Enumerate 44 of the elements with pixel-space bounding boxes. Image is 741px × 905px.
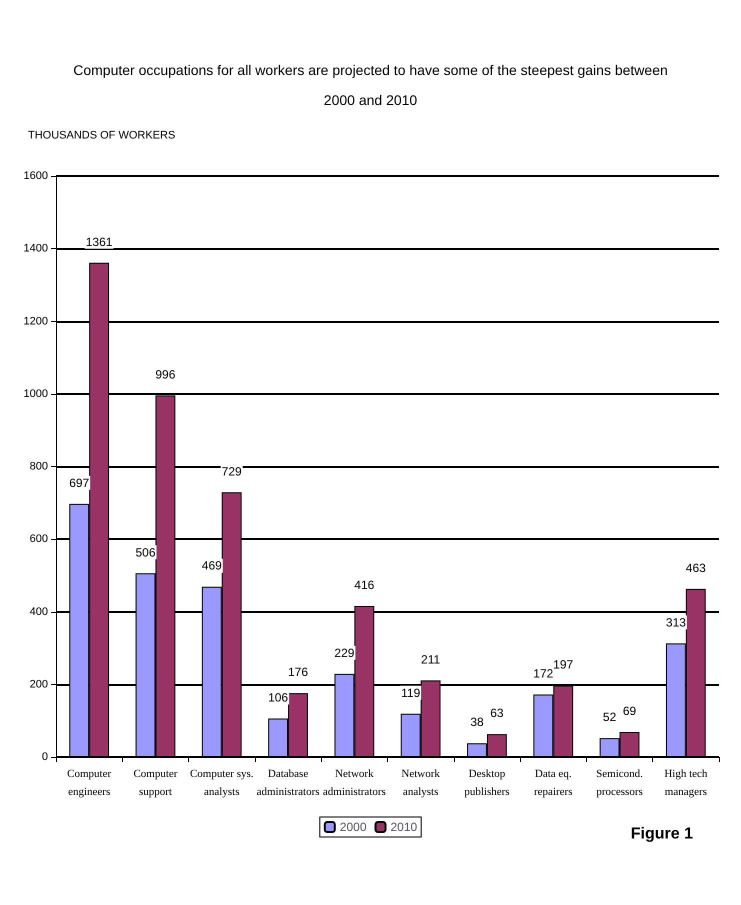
data-label: 176 [288,665,308,680]
y-tick-label: 1000 [24,388,48,400]
x-tick-label: Computer engineers [67,768,112,798]
data-label: 416 [354,578,375,592]
x-tick-label: Network administrators [322,768,386,798]
x-tick-label: Data eq. repairers [534,768,572,798]
y-axis-title: THOUSANDS OF WORKERS [28,130,176,142]
x-tick-label: Semicond. processors [596,768,644,798]
y-tick-label: 1600 [24,170,48,182]
data-label: 469 [202,558,222,573]
legend-label: 2010 [390,820,418,834]
y-tick-label: 200 [30,678,48,690]
data-label: 697 [69,476,90,490]
data-label: 313 [666,615,686,630]
x-tick-label: Computer support [133,768,178,798]
y-tick-label: 800 [30,460,48,472]
y-tick-label: 0 [42,751,48,763]
caption: Figure 1 [630,826,694,842]
data-label: 119 [401,686,421,700]
x-tick-label: High tech managers [664,768,708,798]
data-label: 197 [553,657,574,672]
x-tick-label: Database administrators [256,768,320,798]
data-label: 106 [268,690,288,705]
data-label: 172 [533,666,554,681]
data-label: 463 [686,560,706,575]
data-label: 38 [470,715,484,730]
y-tick-label: 1400 [24,242,48,255]
x-tick-label: Desktop publishers [464,768,510,798]
data-label: 63 [490,706,504,720]
data-label: 229 [334,646,355,660]
data-label: 729 [222,464,242,478]
data-label: 996 [155,367,176,382]
y-tick-label: 1200 [24,315,48,328]
data-label: 506 [135,545,156,560]
x-tick-label: Computer sys. analysts [190,768,254,798]
data-label: 69 [622,704,636,718]
legend-label: 2000 [340,820,367,834]
data-label: 211 [421,652,440,666]
y-tick-label: 400 [30,606,48,618]
x-tick-label: Network analysts [401,768,440,798]
data-label: 52 [602,710,617,724]
y-tick-label: 600 [30,533,48,546]
chart-title: Computer occupations for all workers are projected to have some of the steepest gains between 2000 and 2010 [73,62,668,108]
data-label: 1361 [86,234,113,249]
